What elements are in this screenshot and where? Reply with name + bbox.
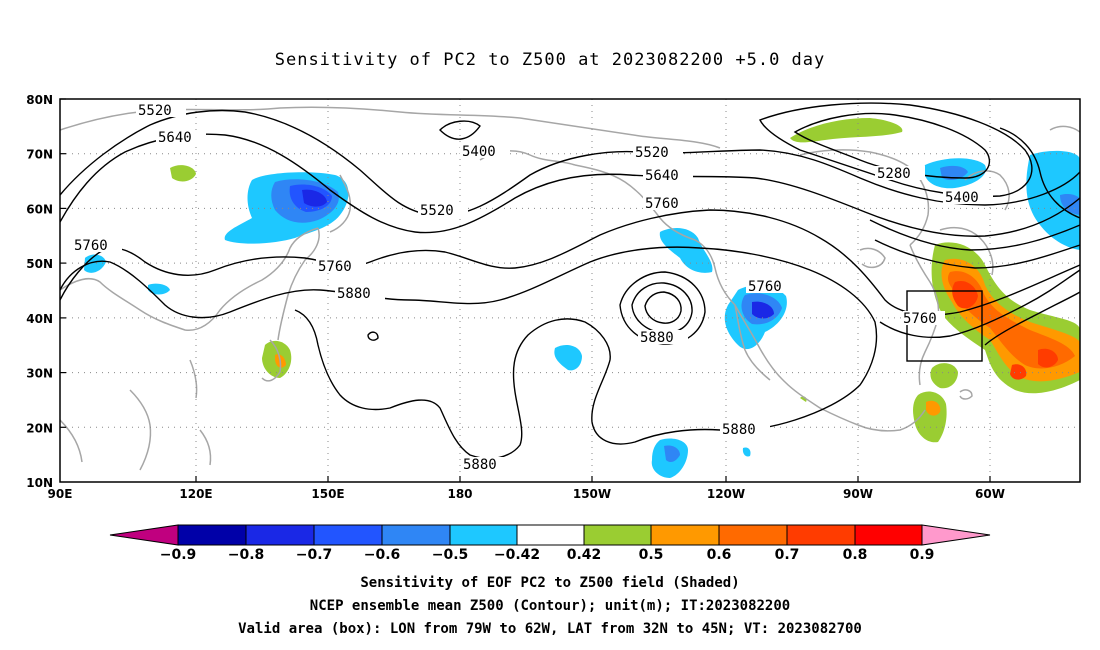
- longitude-labels: 90E 120E 150E 180 150W 120W 90W 60W: [48, 487, 1005, 501]
- colorbar-label: −0.5: [432, 547, 469, 563]
- lon-label: 150E: [311, 487, 344, 501]
- contour-label: 5880: [640, 330, 674, 346]
- lon-label: 90W: [843, 487, 873, 501]
- valid-area-box: [906, 290, 983, 362]
- colorbar-label: 0.7: [775, 547, 800, 563]
- colorbar-cell: [854, 524, 923, 546]
- caption-valid-area: Valid area (box): LON from 79W to 62W, L…: [238, 621, 862, 637]
- contour-5760-east: [879, 269, 1080, 339]
- contour-label: 5880: [463, 457, 497, 473]
- tick-marks: [60, 98, 991, 482]
- colorbar-cell: [650, 524, 720, 546]
- colorbar-label: −0.9: [160, 547, 197, 563]
- colorbar-label: 0.42: [567, 547, 602, 563]
- contour-label: 5880: [337, 286, 371, 302]
- latitude-labels: 80N 70N 60N 50N 40N 30N 20N 10N: [26, 93, 53, 490]
- lat-label: 60N: [26, 202, 53, 216]
- lon-label: 120W: [707, 487, 745, 501]
- contour-5760-a: [60, 209, 1080, 316]
- negative-region-central-pacific: [554, 344, 582, 371]
- lon-label: 150W: [573, 487, 611, 501]
- lat-label: 70N: [26, 148, 53, 162]
- contour-label: 5520: [420, 203, 454, 219]
- contour-label: 5760: [74, 238, 108, 254]
- contour-5880-east: [984, 291, 1080, 346]
- colorbar-cell: [718, 524, 788, 546]
- contour-labels: 5520 5640 5400 5520 5640 5760 5520 5280 …: [72, 103, 993, 473]
- caption-contour: NCEP ensemble mean Z500 (Contour); unit(…: [309, 598, 791, 614]
- contour-label: 5760: [645, 196, 679, 212]
- lat-label: 40N: [26, 312, 53, 326]
- lon-label: 90E: [48, 487, 73, 501]
- plot-frame: [59, 98, 1081, 483]
- colorbar-cell: [109, 524, 179, 546]
- lat-label: 50N: [26, 257, 53, 271]
- colorbar-label: −0.42: [494, 547, 540, 563]
- contour-label: 5760: [903, 311, 937, 327]
- lon-label: 120E: [179, 487, 212, 501]
- map-title: Sensitivity of PC2 to Z500 at 2023082200…: [274, 50, 826, 70]
- colorbar-label: −0.7: [296, 547, 333, 563]
- colorbar-label: −0.8: [228, 547, 265, 563]
- lon-label: 180: [447, 487, 472, 501]
- colorbar-cell: [381, 524, 451, 546]
- contour-label: 5400: [945, 190, 979, 206]
- contour-5520-north: [60, 109, 1080, 217]
- colorbar-labels: −0.9 −0.8 −0.7 −0.6 −0.5 −0.42 0.42 0.5 …: [160, 547, 935, 563]
- contour-label: 5280: [877, 166, 911, 182]
- contour-label: 5880: [722, 422, 756, 438]
- contour-label: 5520: [138, 103, 172, 119]
- lat-label: 30N: [26, 367, 53, 381]
- colorbar-cell: [177, 524, 247, 546]
- contour-label: 5400: [462, 144, 496, 160]
- colorbar-cell: [313, 524, 383, 546]
- contour-label: 5760: [318, 259, 352, 275]
- lon-label: 60W: [975, 487, 1005, 501]
- colorbar: [109, 524, 991, 546]
- contour-5400: [439, 102, 1033, 198]
- lat-label: 10N: [26, 476, 53, 490]
- contour-label: 5760: [748, 279, 782, 295]
- colorbar-cell: [245, 524, 315, 546]
- grid-lines: [60, 99, 1080, 482]
- colorbar-cell: [786, 524, 856, 546]
- lat-label: 20N: [26, 421, 53, 435]
- colorbar-cell: [583, 524, 652, 546]
- colorbar-label: −0.6: [364, 547, 401, 563]
- sensitivity-shading: [84, 118, 1080, 478]
- colorbar-label: 0.6: [707, 547, 732, 563]
- colorbar-label: 0.8: [843, 547, 868, 563]
- contour-label: 5520: [635, 145, 669, 161]
- colorbar-cell: [516, 524, 585, 546]
- colorbar-cell: [449, 524, 518, 546]
- colorbar-label: 0.5: [639, 547, 664, 563]
- colorbar-label: 0.9: [910, 547, 935, 563]
- contour-5280: [793, 112, 991, 179]
- caption-shading: Sensitivity of EOF PC2 to Z500 field (Sh…: [360, 575, 740, 591]
- positive-region-greenland: [790, 118, 903, 143]
- contour-label: 5640: [645, 168, 679, 184]
- positive-region-caribbean: [930, 363, 958, 389]
- contour-label: 5640: [158, 130, 192, 146]
- colorbar-cell: [921, 524, 991, 546]
- lat-label: 80N: [26, 93, 53, 107]
- negative-region-pacific-nw: [659, 228, 713, 273]
